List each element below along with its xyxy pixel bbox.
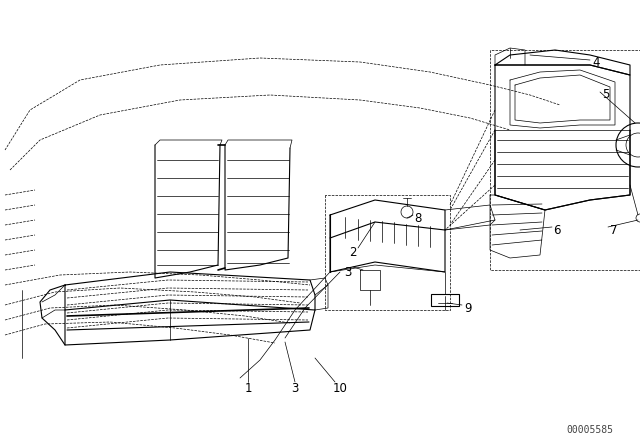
Text: 3: 3 [344,266,352,279]
Text: 2: 2 [349,246,356,259]
Text: 7: 7 [611,224,618,237]
FancyBboxPatch shape [431,294,459,306]
Text: 9: 9 [464,302,472,314]
Text: 1: 1 [244,382,252,395]
Text: 00005585: 00005585 [566,425,614,435]
Text: 3: 3 [291,382,299,395]
Text: 4: 4 [592,56,600,69]
Text: 6: 6 [553,224,561,237]
Text: 8: 8 [414,211,422,224]
Text: 10: 10 [333,382,348,395]
Text: 5: 5 [602,89,610,102]
